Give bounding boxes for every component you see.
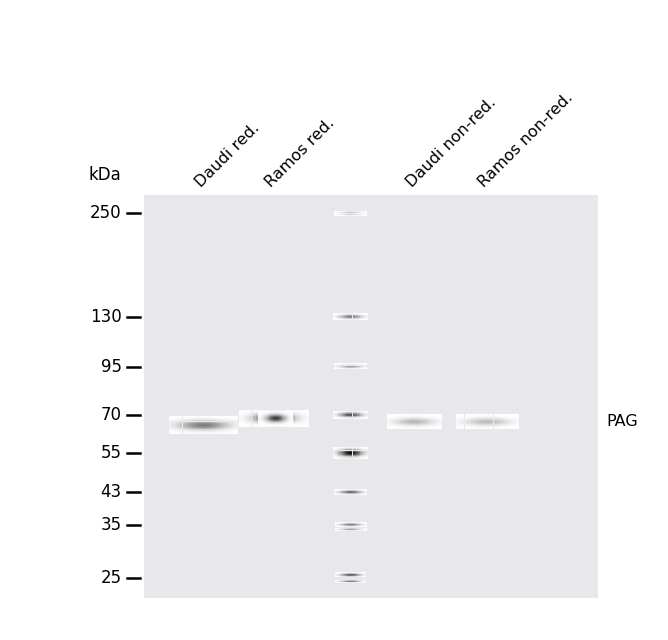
Text: Daudi non-red.: Daudi non-red.: [403, 95, 499, 190]
Text: 43: 43: [100, 483, 122, 501]
Text: 130: 130: [90, 308, 122, 326]
Text: kDa: kDa: [89, 166, 122, 184]
Text: PAG: PAG: [606, 414, 638, 429]
Text: 25: 25: [100, 569, 122, 587]
Text: 95: 95: [101, 358, 122, 376]
Text: Ramos red.: Ramos red.: [263, 115, 337, 190]
Text: 55: 55: [101, 444, 122, 462]
Text: 35: 35: [100, 516, 122, 534]
Text: 250: 250: [90, 204, 122, 222]
Text: Ramos non-red.: Ramos non-red.: [476, 90, 576, 190]
Text: 70: 70: [101, 406, 122, 424]
Text: Daudi red.: Daudi red.: [192, 120, 262, 190]
